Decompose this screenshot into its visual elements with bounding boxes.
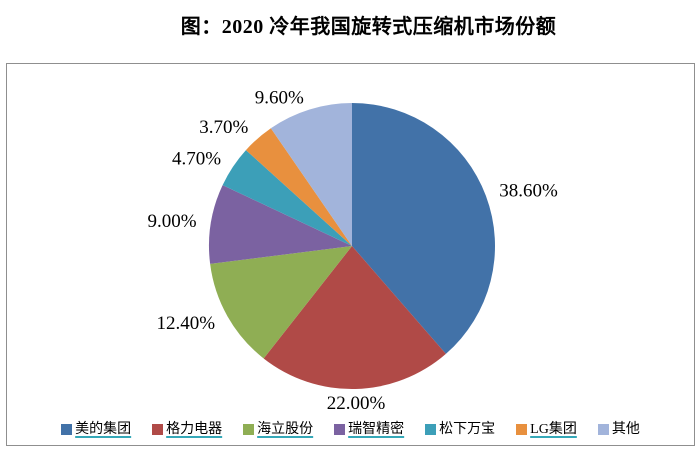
chart-title: 图：2020 冷年我国旋转式压缩机市场份额 xyxy=(180,16,557,38)
legend-swatch-4 xyxy=(334,424,346,436)
slice-label-6: 3.70% xyxy=(199,117,248,138)
legend-label-1: 美的集团 xyxy=(75,421,132,437)
slice-label-3: 12.40% xyxy=(157,313,216,334)
slice-label-2: 22.00% xyxy=(327,393,386,414)
legend-item-5: 松下万宝 xyxy=(425,422,495,438)
legend-item-4: 瑞智精密 xyxy=(334,422,404,438)
pie-slice-6 xyxy=(245,128,352,246)
legend-label-5: 松下万宝 xyxy=(439,421,496,437)
slice-label-5: 4.70% xyxy=(172,148,221,169)
legend-swatch-5 xyxy=(425,424,437,436)
pie-slice-1 xyxy=(352,103,496,354)
legend-swatch-6 xyxy=(516,424,528,436)
pie-slice-4 xyxy=(209,185,352,264)
legend: 美的集团 格力电器 海立股份 瑞智精密 松下万宝 LG集团 其他 xyxy=(7,422,694,438)
pie-slice-5 xyxy=(222,150,352,246)
slice-label-1: 38.60% xyxy=(499,180,558,201)
legend-swatch-2 xyxy=(152,424,164,436)
legend-item-7: 其他 xyxy=(597,421,640,438)
legend-item-3: 海立股份 xyxy=(243,422,313,438)
legend-swatch-7 xyxy=(597,424,609,436)
legend-item-6: LG集团 xyxy=(516,422,577,438)
legend-label-3: 海立股份 xyxy=(257,421,314,437)
legend-swatch-1 xyxy=(61,424,73,436)
slice-label-7: 9.60% xyxy=(255,87,304,108)
pie-slice-7 xyxy=(270,103,352,246)
legend-item-1: 美的集团 xyxy=(61,422,131,438)
pie-slice-2 xyxy=(263,246,446,389)
pie-slice-3 xyxy=(210,246,352,359)
legend-label-7: 其他 xyxy=(611,421,640,437)
legend-label-2: 格力电器 xyxy=(166,421,223,437)
slice-label-4: 9.00% xyxy=(148,211,197,232)
legend-label-6: LG集团 xyxy=(530,421,577,437)
legend-label-4: 瑞智精密 xyxy=(348,421,405,437)
legend-item-2: 格力电器 xyxy=(152,422,222,438)
legend-swatch-3 xyxy=(243,424,255,436)
